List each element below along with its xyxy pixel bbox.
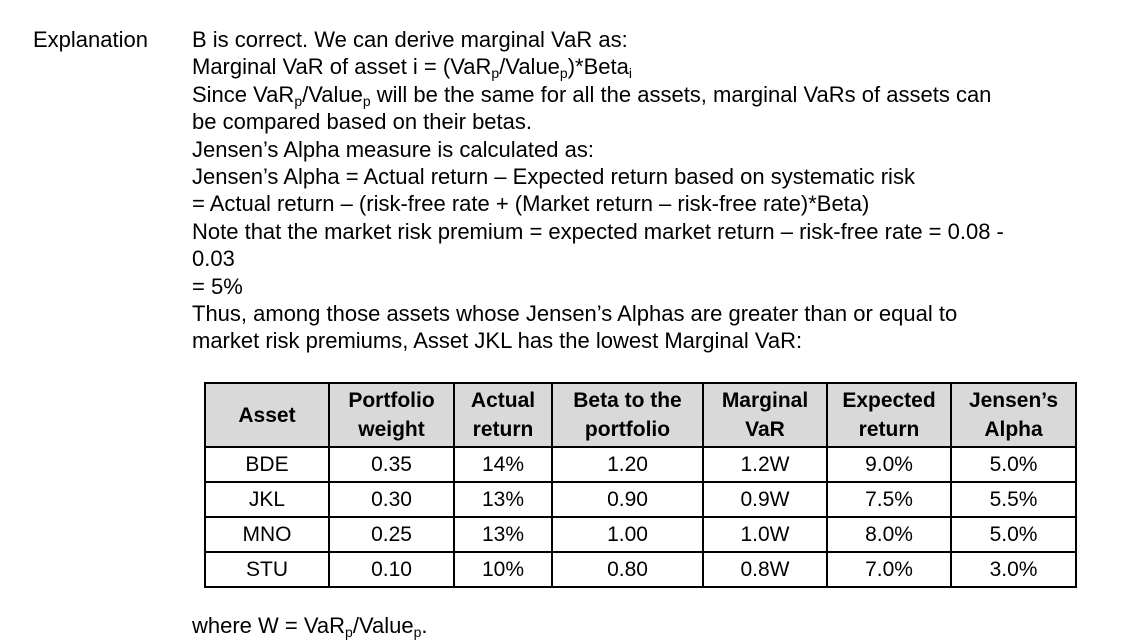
- text-run: market risk premiums, Asset JKL has the …: [192, 328, 803, 354]
- table-cell: 9.0%: [826, 446, 952, 483]
- text-line: Marginal VaR of asset i = (VaRp/Valuep)*…: [192, 53, 1092, 80]
- subscript: p: [345, 624, 353, 640]
- text-run: where W = VaR: [192, 613, 346, 638]
- table-cell: 0.25: [328, 516, 455, 553]
- subscript: p: [294, 92, 303, 109]
- text-line: Thus, among those assets whose Jensen’s …: [192, 300, 1092, 327]
- table-cell: 13%: [453, 481, 553, 518]
- table-row: JKL 0.30 13% 0.90 0.9W 7.5% 5.5%: [204, 481, 1077, 518]
- column-header-text: return: [472, 418, 534, 441]
- text-line: = Actual return – (risk-free rate + (Mar…: [192, 190, 1092, 217]
- table-cell: 5.0%: [950, 516, 1077, 553]
- table-cell: JKL: [204, 481, 330, 518]
- text-line: Since VaRp/Valuep will be the same for a…: [192, 81, 1092, 108]
- text-run: /Value: [499, 54, 560, 80]
- subscript: p: [413, 624, 422, 640]
- column-header-text: Jensen’s: [968, 389, 1059, 412]
- table-header-row: Asset Portfolio weight Actual return Beta to …: [204, 382, 1077, 448]
- column-header-text: Beta to the: [573, 389, 682, 412]
- table-cell: 1.20: [551, 446, 704, 483]
- table-cell: 0.90: [551, 481, 704, 518]
- column-header: Marginal VaR: [702, 382, 828, 448]
- table-body: BDE 0.35 14% 1.20 1.2W 9.0% 5.0% JKL 0.30 13% 0.90…: [204, 446, 1077, 588]
- text-run: will be the same for all the assets, mar…: [370, 81, 992, 107]
- text-line: = 5%: [192, 273, 1092, 300]
- text-run: Marginal VaR of asset i = (VaR: [192, 54, 492, 80]
- text-run: Thus, among those assets whose Jensen’s …: [192, 301, 958, 327]
- column-header-text: Marginal: [721, 389, 809, 412]
- explanation-body: B is correct. We can derive marginal VaR…: [192, 26, 1092, 355]
- table-cell: STU: [204, 551, 330, 588]
- table-cell: 5.0%: [950, 446, 1077, 483]
- text-run: /Value: [302, 81, 363, 107]
- table-cell: 7.0%: [826, 551, 952, 588]
- column-header: Asset: [204, 382, 330, 448]
- column-header: Actual return: [453, 382, 553, 448]
- text-line: 0.03: [192, 245, 1092, 272]
- table-cell: 8.0%: [826, 516, 952, 553]
- table-cell: 0.10: [328, 551, 455, 588]
- column-header-text: return: [858, 418, 920, 441]
- table-cell: 1.0W: [702, 516, 828, 553]
- subscript: i: [628, 65, 632, 82]
- table-cell: 0.9W: [702, 481, 828, 518]
- text-line: be compared based on their betas.: [192, 108, 1092, 135]
- text-line: B is correct. We can derive marginal VaR…: [192, 26, 1092, 53]
- table-cell: 0.8W: [702, 551, 828, 588]
- text-line: Jensen’s Alpha = Actual return – Expecte…: [192, 163, 1092, 190]
- table-row: STU 0.10 10% 0.80 0.8W 7.0% 3.0%: [204, 551, 1077, 588]
- text-run: = Actual return – (risk-free rate + (Mar…: [192, 191, 870, 217]
- text-line: market risk premiums, Asset JKL has the …: [192, 327, 1092, 354]
- table-cell: 0.30: [328, 481, 455, 518]
- table-cell: 1.00: [551, 516, 704, 553]
- text-run: /Value: [352, 613, 414, 638]
- column-header-text: portfolio: [584, 418, 671, 441]
- column-header-text: Expected: [842, 389, 936, 412]
- table-cell: 5.5%: [950, 481, 1077, 518]
- text-run: Note that the market risk premium = expe…: [192, 218, 1004, 244]
- text-run: be compared based on their betas.: [192, 109, 533, 135]
- footnote: where W = VaRp/Valuep.: [192, 612, 428, 639]
- table-cell: 0.35: [328, 446, 455, 483]
- column-header: Jensen’s Alpha: [950, 382, 1077, 448]
- table-cell: BDE: [204, 446, 330, 483]
- text-line: Jensen’s Alpha measure is calculated as:: [192, 136, 1092, 163]
- explanation-label: Explanation: [33, 27, 148, 52]
- text-run: Since VaR: [192, 81, 295, 107]
- column-header-text: weight: [358, 418, 425, 441]
- text-run: = 5%: [192, 273, 243, 299]
- column-header-text: VaR: [745, 418, 785, 441]
- text-run: 0.03: [192, 246, 235, 272]
- column-header: Expected return: [826, 382, 952, 448]
- text-run: B is correct. We can derive marginal VaR…: [192, 27, 628, 52]
- table-row: MNO 0.25 13% 1.00 1.0W 8.0% 5.0%: [204, 516, 1077, 553]
- text-run: Jensen’s Alpha measure is calculated as:: [192, 136, 594, 162]
- text-line: Note that the market risk premium = expe…: [192, 218, 1092, 245]
- column-header-text: Portfolio: [348, 389, 435, 412]
- table-cell: 13%: [453, 516, 553, 553]
- table-cell: 0.80: [551, 551, 704, 588]
- table-cell: 3.0%: [950, 551, 1077, 588]
- text-run: Jensen’s Alpha = Actual return – Expecte…: [192, 164, 915, 190]
- text-run: )*Beta: [567, 54, 629, 80]
- text-run: .: [421, 613, 428, 638]
- column-header-text: Asset: [238, 403, 296, 427]
- asset-table: Asset Portfolio weight Actual return Beta to …: [204, 382, 1077, 588]
- subscript: p: [362, 92, 371, 109]
- column-header-text: Alpha: [984, 418, 1043, 441]
- table-cell: 14%: [453, 446, 553, 483]
- table-cell: 10%: [453, 551, 553, 588]
- subscript: p: [559, 65, 568, 82]
- column-header: Portfolio weight: [328, 382, 455, 448]
- column-header: Beta to the portfolio: [551, 382, 704, 448]
- table-cell: 1.2W: [702, 446, 828, 483]
- table-cell: 7.5%: [826, 481, 952, 518]
- table-row: BDE 0.35 14% 1.20 1.2W 9.0% 5.0%: [204, 446, 1077, 483]
- column-header-text: Actual: [470, 389, 536, 412]
- table-cell: MNO: [204, 516, 330, 553]
- subscript: p: [491, 65, 500, 82]
